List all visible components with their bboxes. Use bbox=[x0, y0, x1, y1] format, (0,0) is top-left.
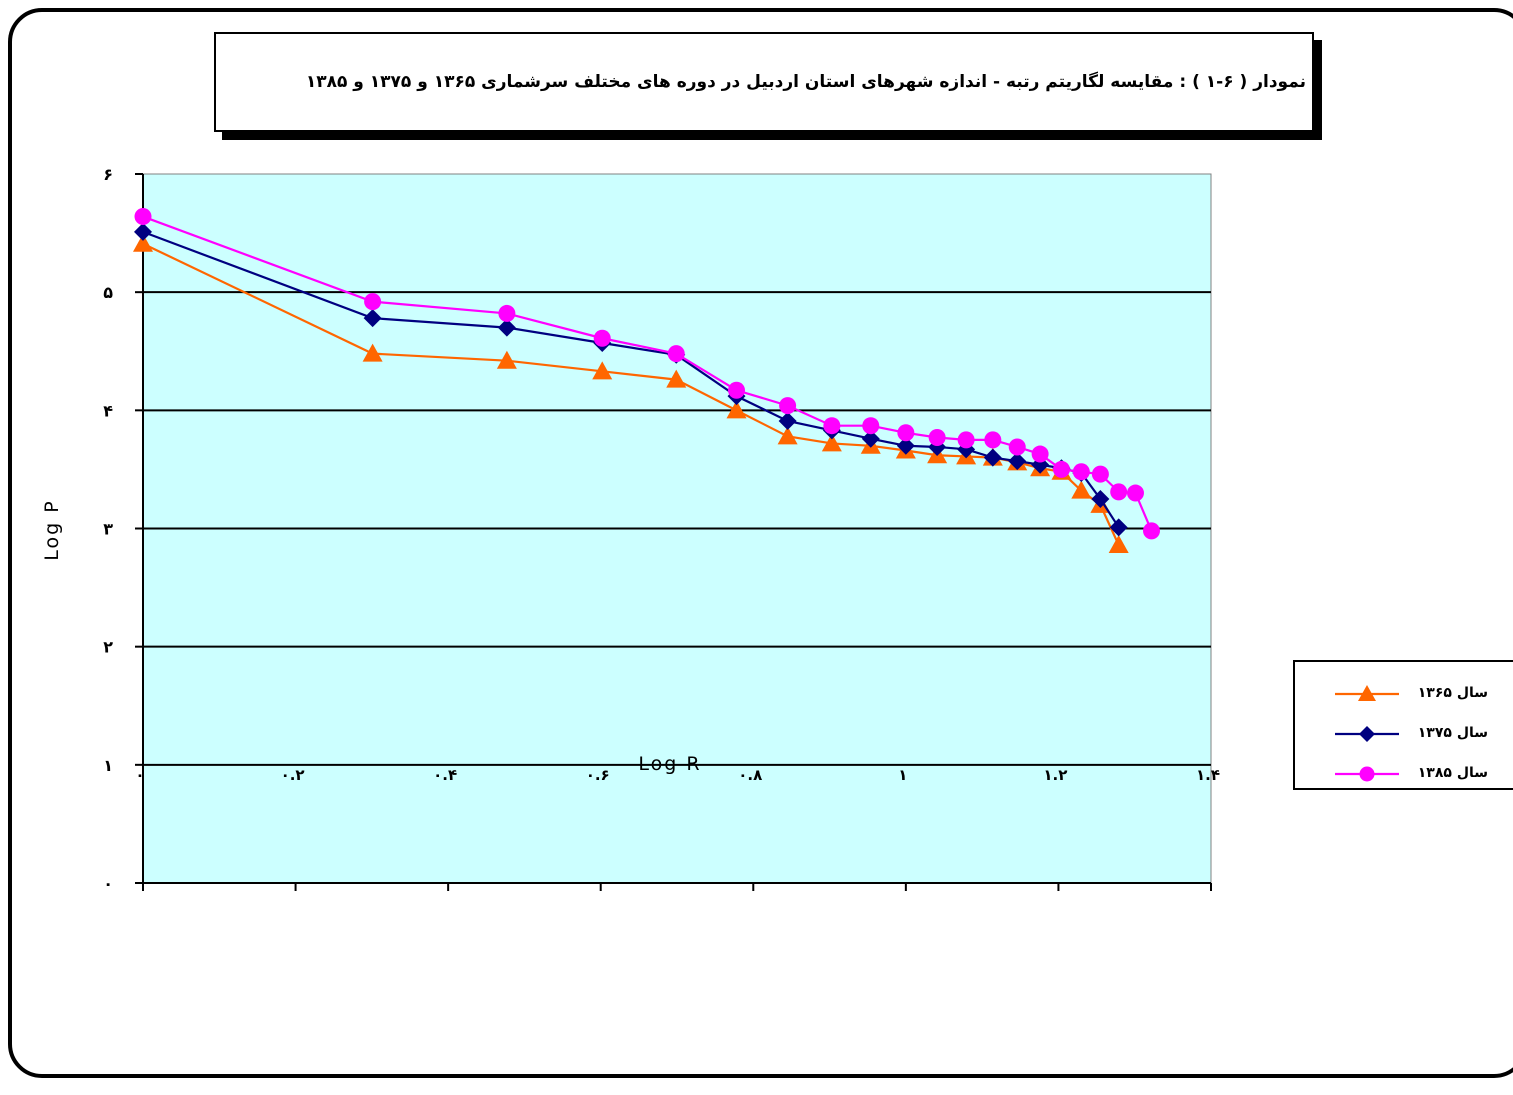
legend-marker bbox=[1358, 685, 1376, 701]
legend-label: سال ۱۳۶۵ bbox=[1417, 685, 1488, 701]
diamond-marker bbox=[134, 222, 152, 241]
triangle-marker bbox=[1071, 480, 1092, 499]
x-tick-label: ۰.۴ bbox=[433, 766, 457, 784]
title-box: نمودار ( ۶-۱ ) : مقایسه لگاریتم رتبه - ا… bbox=[214, 32, 1314, 132]
diamond-marker bbox=[497, 318, 516, 337]
y-tick-label: ۳ bbox=[103, 520, 113, 539]
triangle-marker bbox=[496, 350, 517, 369]
triangle-marker bbox=[133, 233, 153, 252]
x-tick-label: ۰.۸ bbox=[738, 766, 762, 784]
diamond-marker bbox=[1109, 518, 1128, 537]
diamond-marker bbox=[861, 429, 880, 448]
legend: سال ۱۳۶۵ سال ۱۳۷۵ سال ۱۳۸۵ bbox=[1293, 660, 1513, 790]
circle-marker bbox=[897, 424, 915, 442]
y-tick-label: ۰ bbox=[103, 874, 113, 893]
y-tick-label: ۵ bbox=[103, 283, 113, 302]
circle-marker bbox=[779, 397, 797, 415]
circle-marker bbox=[928, 429, 946, 447]
circle-marker bbox=[957, 431, 975, 449]
legend-swatch bbox=[1335, 685, 1399, 701]
x-tick-label: ۱.۴ bbox=[1196, 766, 1220, 784]
circle-marker bbox=[1091, 465, 1109, 483]
circle-marker bbox=[862, 417, 880, 435]
legend-label: سال ۱۳۸۵ bbox=[1417, 765, 1488, 781]
triangle-marker bbox=[821, 433, 842, 452]
diamond-marker bbox=[983, 448, 1002, 467]
x-tick-label: ۰.۶ bbox=[586, 766, 610, 784]
diamond-marker bbox=[1008, 452, 1027, 471]
circle-marker bbox=[134, 208, 152, 226]
legend-swatch bbox=[1335, 766, 1399, 782]
triangle-marker bbox=[726, 400, 747, 419]
circle-marker bbox=[1008, 438, 1026, 456]
y-tick-label: ۶ bbox=[103, 165, 113, 184]
circle-marker bbox=[1072, 463, 1090, 481]
y-axis-label: Log P bbox=[41, 499, 63, 560]
triangle-marker bbox=[666, 369, 687, 388]
chart-title: نمودار ( ۶-۱ ) : مقایسه لگاریتم رتبه - ا… bbox=[305, 72, 1306, 92]
legend-marker bbox=[1359, 726, 1375, 742]
circle-marker bbox=[667, 345, 685, 363]
circle-marker bbox=[593, 329, 611, 347]
circle-marker bbox=[1031, 445, 1049, 463]
circle-marker bbox=[498, 304, 516, 322]
x-tick-label: ۱ bbox=[898, 766, 907, 784]
diamond-marker bbox=[363, 309, 382, 328]
x-tick-label: ۱.۲ bbox=[1043, 766, 1067, 784]
circle-marker bbox=[1052, 460, 1070, 478]
triangle-marker bbox=[777, 426, 798, 445]
diamond-marker bbox=[896, 436, 915, 455]
circle-marker bbox=[984, 431, 1002, 449]
legend-marker bbox=[1359, 766, 1375, 782]
circle-marker bbox=[823, 417, 841, 435]
x-tick-label: ۰.۲ bbox=[281, 766, 305, 784]
legend-swatch bbox=[1335, 726, 1399, 742]
legend-label: سال ۱۳۷۵ bbox=[1417, 725, 1488, 741]
triangle-marker bbox=[362, 343, 383, 362]
legend-item: سال ۱۳۸۵ bbox=[1295, 762, 1513, 786]
diamond-marker bbox=[1091, 489, 1110, 508]
triangle-marker bbox=[1108, 535, 1129, 554]
triangle-marker bbox=[592, 361, 613, 380]
legend-item: سال ۱۳۷۵ bbox=[1295, 722, 1513, 746]
circle-marker bbox=[364, 293, 382, 311]
circle-marker bbox=[1126, 484, 1144, 502]
diamond-marker bbox=[778, 411, 797, 430]
y-tick-label: ۴ bbox=[103, 401, 113, 420]
circle-marker bbox=[728, 381, 746, 399]
legend-item: سال ۱۳۶۵ bbox=[1295, 682, 1513, 706]
circle-marker bbox=[1142, 522, 1160, 540]
chart-frame bbox=[8, 8, 1513, 1078]
x-axis-label: Log R bbox=[638, 753, 701, 775]
circle-marker bbox=[1110, 483, 1128, 501]
x-tick-label: ۰ bbox=[135, 766, 144, 784]
y-tick-label: ۱ bbox=[103, 756, 113, 775]
y-tick-label: ۲ bbox=[103, 638, 113, 657]
